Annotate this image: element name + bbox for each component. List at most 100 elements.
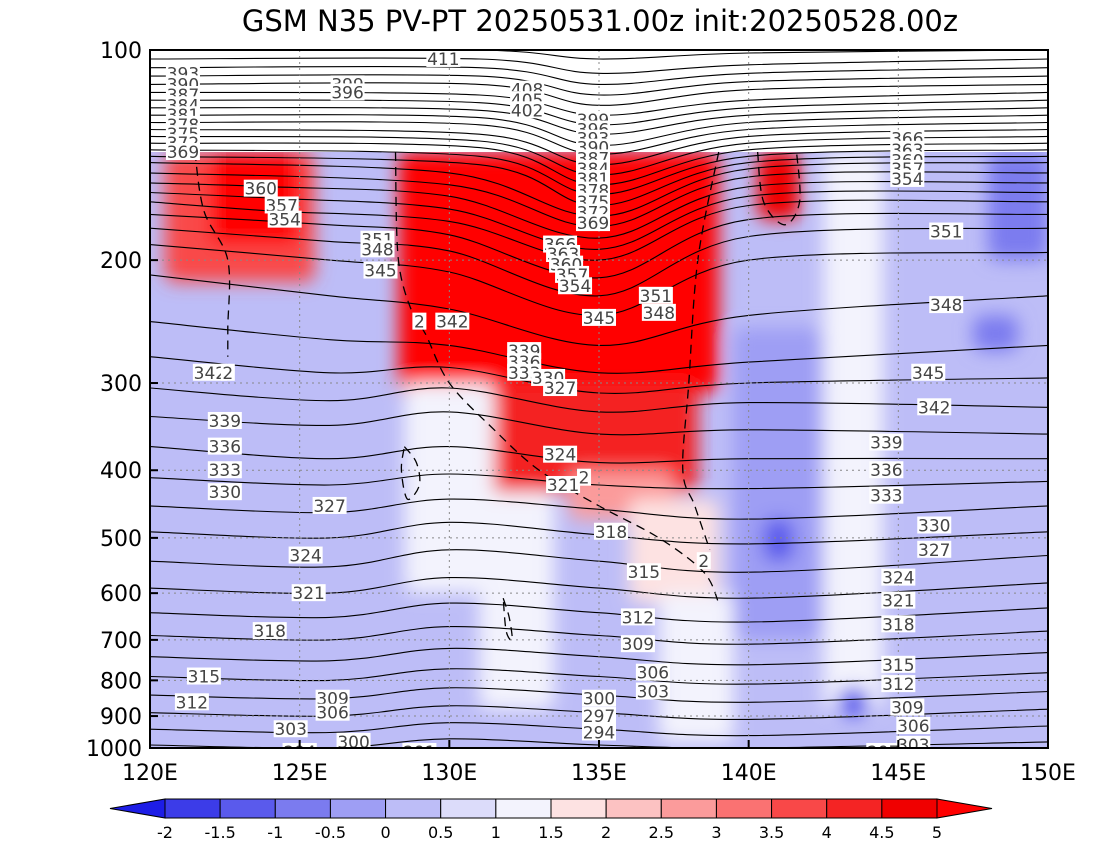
contour-label: 339: [869, 433, 904, 453]
contour-label: 309: [620, 635, 655, 655]
contour-label: 351: [638, 286, 673, 307]
contour-label-text: 411: [427, 50, 459, 70]
contour-label: 345: [911, 363, 946, 384]
y-tick-label-100: 100: [100, 39, 142, 64]
colorbar-segment-7: [495, 798, 552, 819]
theta-contour-339: [150, 321, 1048, 374]
contour-label-text: 345: [583, 309, 615, 329]
contour-label: 315: [881, 655, 916, 676]
contour-label: 342: [435, 312, 470, 333]
contour-label-text: 402: [511, 101, 543, 121]
contour-label-bg: [267, 210, 302, 228]
x-tick-label-135E: 135E: [571, 761, 627, 786]
contour-label: 354: [267, 210, 302, 231]
contour-label: 369: [576, 214, 611, 234]
pv2-contours: [194, 151, 801, 642]
contour-label: 2: [412, 312, 427, 333]
contour-label-bg: [363, 261, 398, 279]
contour-label: 360: [243, 179, 278, 200]
contour-label-bg: [635, 682, 670, 700]
theta-contour-321: [150, 498, 1048, 520]
contour-label-bg: [264, 196, 299, 214]
contour-label-bg: [336, 732, 371, 748]
colorbar-tick-label: 3.5: [759, 823, 784, 842]
colorbar-tick-label: 1: [491, 823, 501, 842]
contour-label-bg: [881, 655, 916, 673]
contour-label-bg: [291, 584, 326, 602]
theta-contour-318: [150, 521, 1048, 545]
contour-label-text: 339: [870, 433, 902, 453]
contour-label-bg: [288, 546, 323, 564]
y-tick-label-1000: 1000: [86, 737, 142, 762]
colorbar-tick-label: 0.5: [428, 823, 453, 842]
contour-label-text: 300: [337, 733, 369, 753]
contour-label-bg: [165, 142, 200, 160]
contour-label-bg: [312, 496, 347, 514]
contour-labels: 4113993964084054023933903873843813783753…: [165, 50, 964, 763]
contour-label: 318: [593, 522, 628, 543]
contour-label-text: 336: [209, 438, 241, 458]
contour-label-text: 333: [870, 487, 902, 507]
contour-label: 300: [336, 732, 371, 753]
contour-label-text: 354: [559, 277, 591, 297]
contour-label-bg: [890, 698, 925, 716]
contour-label-text: 312: [622, 608, 654, 628]
contour-label-bg: [869, 461, 904, 479]
contour-label: 354: [890, 169, 925, 190]
contour-label-text: 303: [897, 736, 929, 756]
contour-label-text: 348: [930, 296, 962, 316]
contour-label-bg: [402, 743, 437, 748]
contour-label: 312: [881, 675, 916, 695]
contour-label-text: 360: [245, 180, 277, 200]
contour-label-bg: [866, 743, 901, 748]
contour-label-bg: [243, 179, 278, 197]
contour-label-bg: [543, 445, 578, 463]
contour-label: 327: [917, 540, 952, 561]
contour-label-bg: [577, 468, 592, 486]
contour-label: 333: [869, 486, 904, 507]
contour-label-text: 354: [268, 211, 300, 231]
contour-label: 324: [288, 546, 323, 567]
contour-label-bg: [543, 379, 578, 397]
colorbar-segment-14: [881, 798, 938, 819]
colorbar-segment-4: [329, 798, 387, 819]
contour-label: 303: [896, 735, 931, 756]
chart-title: GSM N35 PV-PT 20250531.00z init:20250528…: [242, 4, 958, 38]
pv-region-14: [763, 519, 794, 562]
contour-label: 303: [635, 682, 670, 703]
contour-label-bg: [869, 486, 904, 504]
colorbar-tick-label: -1: [267, 823, 283, 842]
y-tick-label-300: 300: [100, 372, 142, 397]
contour-label-text: 369: [167, 143, 199, 163]
pv-region-12: [988, 151, 1048, 261]
contour-label-text: 318: [882, 615, 914, 635]
contour-label: 321: [546, 476, 581, 496]
contour-label-bg: [412, 312, 427, 330]
contour-label-text: 315: [188, 668, 220, 688]
colorbar-segment-3: [274, 798, 331, 819]
pv-region-13: [973, 315, 1019, 352]
colorbar-low-arrow: [109, 798, 166, 819]
colorbar-segment-2: [219, 798, 276, 819]
contour-label: 291: [402, 743, 437, 748]
colorbar-tick-label: -0.5: [315, 823, 346, 842]
theta-contour-297: [150, 687, 1048, 703]
contour-label-text: 342: [436, 313, 468, 333]
contour-label-bg: [917, 540, 952, 558]
colorbar-tick-label: 4.5: [869, 823, 894, 842]
contour-label-text: 351: [930, 223, 962, 243]
contour-label-text: 321: [292, 584, 324, 604]
contour-label: 2: [577, 468, 592, 489]
contour-label-text: 327: [544, 379, 576, 399]
contour-label-text: 318: [254, 622, 286, 642]
colorbar-segment-8: [550, 798, 607, 819]
contour-label-bg: [207, 483, 242, 501]
contour-label-text: 354: [891, 170, 923, 190]
contour-label-text: 324: [882, 569, 914, 589]
contour-label-bg: [635, 663, 670, 681]
contour-label-text: 297: [867, 743, 899, 763]
contour-label-text: 342: [194, 364, 226, 384]
contour-label-bg: [593, 522, 628, 540]
contour-label-bg: [620, 635, 655, 653]
